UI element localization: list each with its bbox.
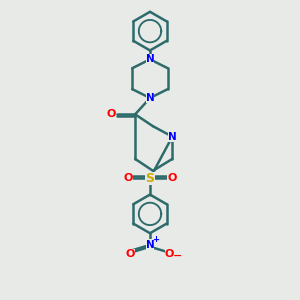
Text: N: N [146, 93, 154, 103]
Text: N: N [146, 239, 154, 250]
Text: +: + [152, 235, 159, 244]
Text: O: O [123, 173, 132, 183]
Text: N: N [146, 54, 154, 64]
Text: N: N [168, 132, 177, 142]
Text: −: − [173, 250, 182, 260]
Text: S: S [146, 172, 154, 185]
Text: O: O [165, 249, 174, 259]
Text: O: O [168, 173, 177, 183]
Text: O: O [126, 249, 135, 259]
Text: O: O [107, 109, 116, 119]
